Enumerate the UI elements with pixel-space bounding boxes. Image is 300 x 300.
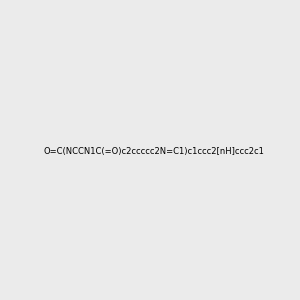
Text: O=C(NCCN1C(=O)c2ccccc2N=C1)c1ccc2[nH]ccc2c1: O=C(NCCN1C(=O)c2ccccc2N=C1)c1ccc2[nH]ccc… bbox=[43, 147, 264, 156]
